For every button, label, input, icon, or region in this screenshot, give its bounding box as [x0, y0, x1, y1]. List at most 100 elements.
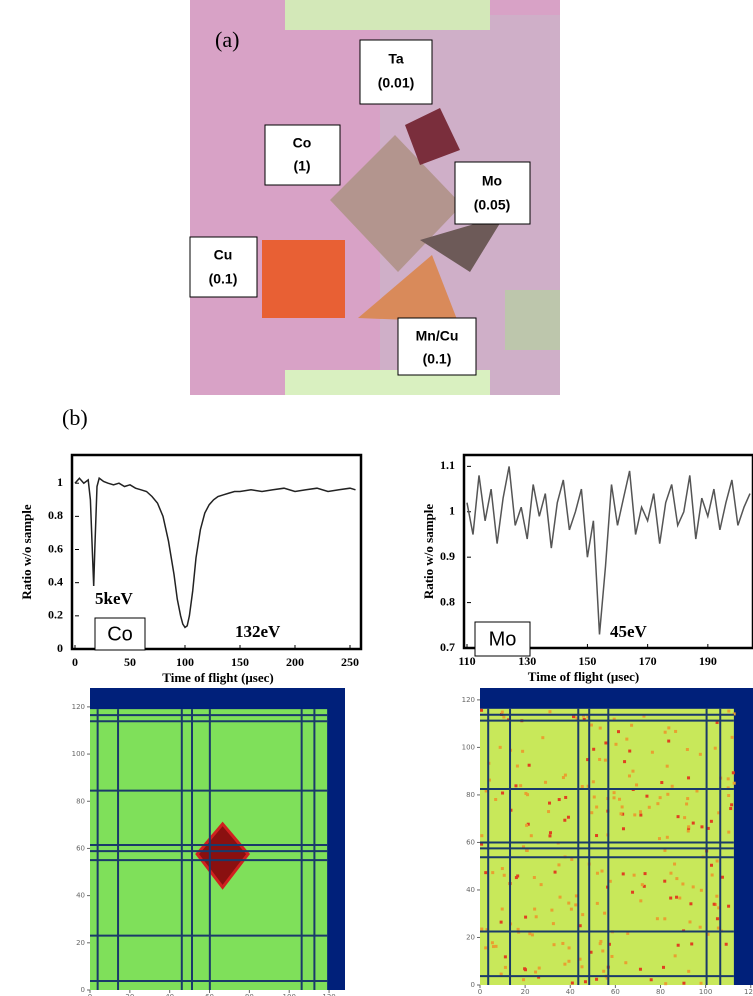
heatmap-speckle [676, 815, 680, 819]
heatmap-speckle [663, 917, 667, 921]
y-tick-label: 100 [462, 743, 475, 751]
heatmap-speckle [706, 826, 710, 830]
heatmap-speckle [689, 902, 693, 906]
heatmap-speckle [710, 873, 714, 877]
x-tick-label: 40 [165, 993, 174, 996]
heatmap-speckle [572, 715, 576, 719]
sample-name: Mo [482, 173, 502, 189]
heatmap-speckle [730, 735, 734, 739]
y-tick-label: 1 [57, 475, 63, 489]
y-tick-label: 60 [466, 838, 475, 846]
heatmap-speckle [574, 894, 578, 898]
heatmap-speckle [578, 957, 582, 961]
y-tick-label: 0.9 [440, 549, 455, 563]
heatmap-speckle [567, 946, 571, 950]
sample-name: Mn/Cu [416, 328, 459, 344]
heatmap-speckle [698, 925, 702, 929]
heatmap-speckle [663, 879, 667, 883]
label-box [359, 39, 433, 105]
heatmap-speckle [618, 797, 622, 801]
heatmap-speckle [716, 926, 720, 930]
x-tick-label: 60 [611, 988, 620, 996]
heatmap-speckle [548, 831, 552, 835]
heatmap-speckle [548, 801, 552, 805]
heatmap-speckle [500, 907, 504, 911]
cu-sample [262, 240, 345, 318]
sample-amount: (0.1) [423, 351, 452, 367]
heatmap-speckle [619, 812, 623, 816]
heatmap-speckle [598, 726, 602, 730]
heatmap-speckle [534, 915, 538, 919]
heatmap-speckle [583, 980, 587, 984]
heatmap-speckle [666, 792, 670, 796]
heatmap-speckle [683, 816, 687, 820]
heatmap-speckle [687, 826, 691, 830]
x-tick-label: 130 [518, 654, 536, 668]
heatmap-speckle [548, 834, 552, 838]
y-tick-label: 0.8 [48, 508, 63, 522]
sample-box [474, 621, 531, 657]
heatmap-speckle [494, 944, 498, 948]
x-tick-label: 60 [205, 993, 214, 996]
heatmap-speckle [675, 877, 679, 881]
y-tick-label: 20 [466, 933, 475, 941]
heatmap-speckle [484, 871, 488, 875]
heatmap-speckle [633, 813, 637, 817]
heatmap-speckle [732, 781, 736, 785]
heatmap-speckle [663, 848, 667, 852]
sample-name: Cu [214, 247, 233, 263]
heatmap-speckle [715, 859, 719, 863]
heatmap-speckle [516, 927, 520, 931]
y-tick-label: 1.1 [440, 458, 455, 472]
heatmap-speckle [717, 811, 721, 815]
heatmap-speckle [515, 764, 519, 768]
tape [505, 290, 560, 350]
heatmap-speckle [580, 965, 584, 969]
heatmap-speckle [503, 965, 507, 969]
y-tick-label: 80 [466, 791, 475, 799]
x-tick-label: 0 [478, 988, 482, 996]
mncu-sample [358, 255, 458, 322]
x-tick-label: 20 [521, 988, 530, 996]
label-box [264, 124, 341, 186]
label-box [189, 236, 258, 298]
heatmap-speckle [638, 967, 642, 971]
x-tick-label: 170 [639, 654, 657, 668]
heatmap-speckle [709, 819, 713, 823]
heatmap-speckle [602, 969, 606, 973]
heatmap-speckle [612, 791, 616, 795]
heatmap-speckle [586, 784, 590, 788]
heatmap-speckle [639, 899, 643, 903]
sample-label: Mo (0.05) [454, 161, 531, 225]
heatmap-speckle [607, 942, 611, 946]
sample-box-label: Co [107, 623, 133, 645]
heatmap-speckle [521, 749, 525, 753]
y-tick-label: 0.7 [440, 640, 455, 654]
x-tick-label: 120 [322, 993, 335, 996]
heatmap-speckle [621, 812, 625, 816]
heatmap-speckle [720, 875, 724, 879]
y-tick-label: 20 [76, 939, 85, 947]
plot-frame [462, 453, 753, 650]
heatmap-speckle [638, 810, 642, 814]
heatmap-speckle [699, 981, 703, 985]
heatmap-speckle [530, 933, 534, 937]
heatmap-speckle [480, 834, 484, 838]
heatmap-speckle [670, 784, 674, 788]
y-tick-label: 0 [471, 981, 475, 989]
tape [285, 0, 490, 30]
x-tick-label: 100 [283, 993, 296, 996]
heatmap-speckle [617, 730, 621, 734]
heatmap-speckle [598, 942, 602, 946]
heatmap-speckle [687, 776, 691, 780]
heatmap-speckle [676, 943, 680, 947]
x-tick-label: 250 [341, 655, 359, 669]
heatmap-speckle [592, 747, 596, 751]
heatmap-speckle [664, 982, 668, 986]
y-tick-label: 60 [76, 844, 85, 852]
heatmap-speckle [527, 763, 531, 767]
y-tick-label: 0.2 [48, 608, 63, 622]
panel-label: (a) [215, 27, 239, 52]
heatmap-speckle [673, 862, 677, 866]
data-line [466, 466, 751, 635]
